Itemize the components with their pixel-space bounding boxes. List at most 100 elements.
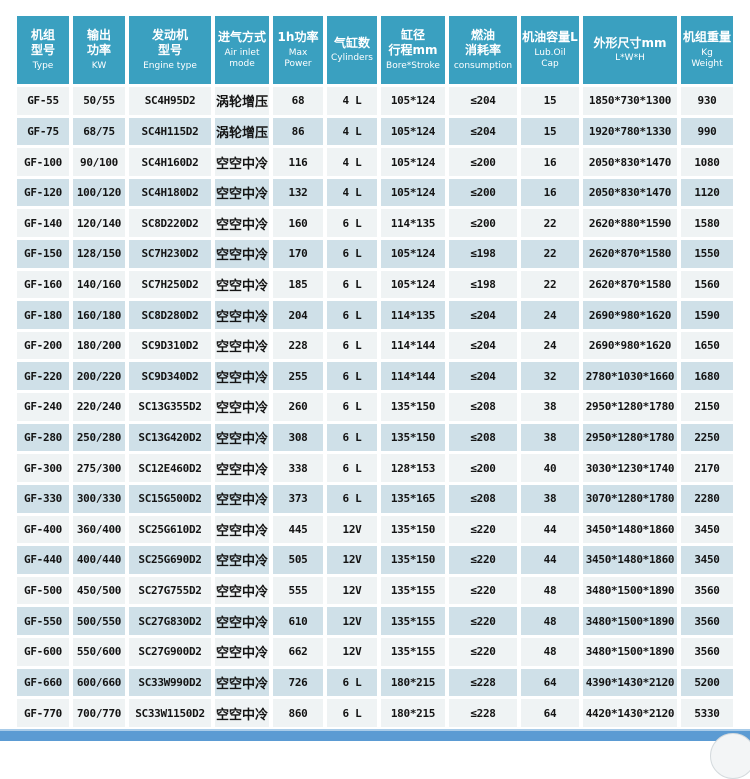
cell-output: 450/500 (73, 576, 125, 605)
cell-max-power: 132 (273, 178, 323, 207)
cell-consumption: ≤200 (449, 178, 517, 207)
cell-oil-cap: 44 (521, 515, 579, 544)
cell-oil-cap: 24 (521, 331, 579, 360)
header-cell-weight: 机组重量 Kg Weight (681, 16, 733, 84)
cell-air-inlet: 空空中冷 (215, 576, 269, 605)
cell-max-power: 662 (273, 637, 323, 666)
cell-weight: 3560 (681, 637, 733, 666)
cell-weight: 5330 (681, 699, 733, 727)
cell-max-power: 170 (273, 240, 323, 268)
cell-bore-stroke: 135*155 (381, 576, 445, 605)
cell-bore-stroke: 135*165 (381, 484, 445, 513)
cell-air-inlet: 空空中冷 (215, 637, 269, 666)
header-cell-output: 输出 功率 KW (73, 16, 125, 84)
header-cell-cylinders: 气缸数 Cylinders (327, 16, 377, 84)
cell-consumption: ≤220 (449, 546, 517, 574)
cell-max-power: 445 (273, 515, 323, 544)
cell-engine: SC13G420D2 (129, 423, 211, 452)
cell-consumption: ≤220 (449, 576, 517, 605)
cell-output: 140/160 (73, 270, 125, 299)
cell-air-inlet: 空空中冷 (215, 699, 269, 727)
cell-bore-stroke: 135*150 (381, 423, 445, 452)
cell-cylinders: 12V (327, 515, 377, 544)
table-row: GF-400 360/400 SC25G610D2 空空中冷 445 12V 135*150… (17, 515, 733, 544)
cell-max-power: 260 (273, 393, 323, 421)
cell-consumption: ≤198 (449, 240, 517, 268)
table-row: GF-220 200/220 SC9D340D2 空空中冷 255 6 L 114*144 ≤… (17, 362, 733, 391)
cell-air-inlet: 空空中冷 (215, 454, 269, 482)
table-row: GF-120 100/120 SC4H180D2 空空中冷 132 4 L 105*124 ≤… (17, 178, 733, 207)
cell-model: GF-300 (17, 454, 69, 482)
cell-engine: SC9D340D2 (129, 362, 211, 391)
table-row: GF-75 68/75 SC4H115D2 涡轮增压 86 4 L 105*124 ≤204 1… (17, 117, 733, 146)
cell-output: 120/140 (73, 209, 125, 238)
cell-engine: SC15G500D2 (129, 484, 211, 513)
cell-output: 600/660 (73, 668, 125, 697)
cell-dimensions: 2620*870*1580 (583, 270, 677, 299)
cell-bore-stroke: 135*150 (381, 393, 445, 421)
cell-cylinders: 6 L (327, 270, 377, 299)
cell-oil-cap: 15 (521, 117, 579, 146)
cell-output: 128/150 (73, 240, 125, 268)
cell-dimensions: 1920*780*1330 (583, 117, 677, 146)
page: { "table": { "columns": [ { "id": "model… (0, 13, 750, 779)
cell-model: GF-220 (17, 362, 69, 391)
cell-cylinders: 12V (327, 607, 377, 635)
cell-max-power: 610 (273, 607, 323, 635)
cell-air-inlet: 空空中冷 (215, 331, 269, 360)
cell-dimensions: 3450*1480*1860 (583, 546, 677, 574)
cell-oil-cap: 22 (521, 270, 579, 299)
floating-widget-button[interactable] (710, 733, 750, 779)
cell-consumption: ≤228 (449, 668, 517, 697)
cell-cylinders: 6 L (327, 668, 377, 697)
table-row: GF-280 250/280 SC13G420D2 空空中冷 308 6 L 135*150… (17, 423, 733, 452)
cell-engine: SC12E460D2 (129, 454, 211, 482)
cell-max-power: 204 (273, 301, 323, 329)
cell-engine: SC4H160D2 (129, 148, 211, 176)
cell-model: GF-75 (17, 117, 69, 146)
cell-oil-cap: 24 (521, 301, 579, 329)
cell-bore-stroke: 128*153 (381, 454, 445, 482)
cell-bore-stroke: 114*135 (381, 209, 445, 238)
cell-air-inlet: 空空中冷 (215, 668, 269, 697)
cell-cylinders: 6 L (327, 393, 377, 421)
cell-consumption: ≤220 (449, 637, 517, 666)
cell-model: GF-660 (17, 668, 69, 697)
cell-consumption: ≤220 (449, 607, 517, 635)
cell-model: GF-550 (17, 607, 69, 635)
cell-engine: SC33W1150D2 (129, 699, 211, 727)
cell-air-inlet: 空空中冷 (215, 515, 269, 544)
header-cell-consumption: 燃油 消耗率 consumption (449, 16, 517, 84)
cell-bore-stroke: 180*215 (381, 668, 445, 697)
cell-bore-stroke: 135*155 (381, 607, 445, 635)
cell-engine: SC7H230D2 (129, 240, 211, 268)
table-row: GF-55 50/55 SC4H95D2 涡轮增压 68 4 L 105*124 ≤204 15… (17, 87, 733, 115)
cell-air-inlet: 空空中冷 (215, 484, 269, 513)
table-row: GF-150 128/150 SC7H230D2 空空中冷 170 6 L 105*124 ≤… (17, 240, 733, 268)
cell-consumption: ≤204 (449, 362, 517, 391)
cell-cylinders: 6 L (327, 362, 377, 391)
cell-consumption: ≤204 (449, 331, 517, 360)
table-row: GF-100 90/100 SC4H160D2 空空中冷 116 4 L 105*124 ≤2… (17, 148, 733, 176)
header-cell-bore-stroke: 缸径 行程mm Bore*Stroke (381, 16, 445, 84)
bottom-divider-bar (0, 729, 750, 779)
cell-dimensions: 2690*980*1620 (583, 331, 677, 360)
cell-consumption: ≤204 (449, 301, 517, 329)
cell-output: 90/100 (73, 148, 125, 176)
table-row: GF-140 120/140 SC8D220D2 空空中冷 160 6 L 114*135 ≤… (17, 209, 733, 238)
cell-air-inlet: 空空中冷 (215, 240, 269, 268)
cell-cylinders: 4 L (327, 148, 377, 176)
table-row: GF-600 550/600 SC27G900D2 空空中冷 662 12V 135*155… (17, 637, 733, 666)
table-row: GF-180 160/180 SC8D280D2 空空中冷 204 6 L 114*135 ≤… (17, 301, 733, 329)
cell-consumption: ≤200 (449, 148, 517, 176)
spec-table: 机组 型号 Type 输出 功率 KW 发动机 型号 Engine type 进气方式 Air in… (13, 13, 737, 730)
cell-cylinders: 4 L (327, 117, 377, 146)
cell-bore-stroke: 105*124 (381, 148, 445, 176)
cell-consumption: ≤204 (449, 117, 517, 146)
cell-weight: 2170 (681, 454, 733, 482)
table-row: GF-770 700/770 SC33W1150D2 空空中冷 860 6 L 180*21… (17, 699, 733, 727)
cell-consumption: ≤204 (449, 87, 517, 115)
cell-weight: 3450 (681, 546, 733, 574)
cell-bore-stroke: 105*124 (381, 178, 445, 207)
cell-consumption: ≤228 (449, 699, 517, 727)
